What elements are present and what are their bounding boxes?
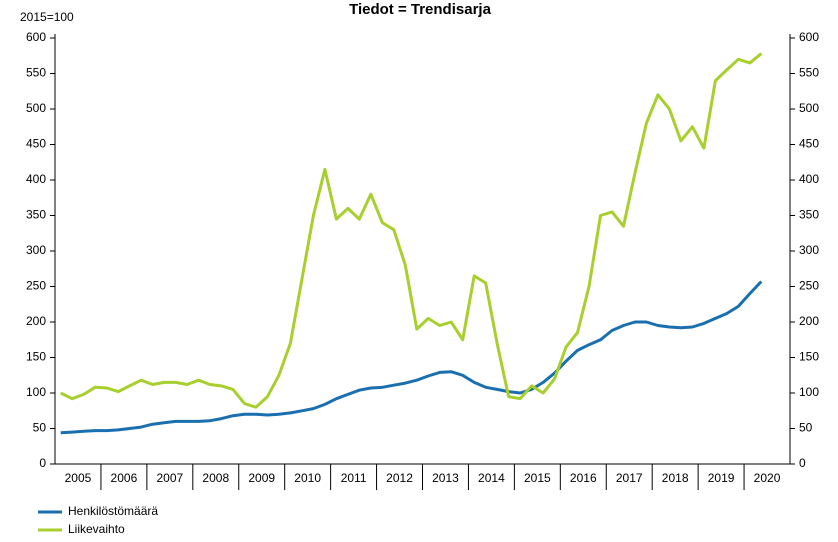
y-tick-label: 100 <box>26 385 46 399</box>
series-line <box>60 280 763 435</box>
y2-tick-label: 200 <box>799 314 819 328</box>
y-tick-label: 250 <box>26 279 46 293</box>
x-tick-label: 2012 <box>386 471 413 485</box>
y-tick-label: 400 <box>26 172 46 186</box>
x-tick-label: 2020 <box>754 471 781 485</box>
y-tick-label: 300 <box>26 243 46 257</box>
x-tick-label: 2008 <box>202 471 229 485</box>
series-line <box>60 52 763 409</box>
x-tick-label: 2015 <box>524 471 551 485</box>
unit-label: 2015=100 <box>20 10 74 24</box>
y2-tick-label: 250 <box>799 279 819 293</box>
x-tick-label: 2009 <box>248 471 275 485</box>
y-tick-label: 350 <box>26 208 46 222</box>
x-tick-label: 2011 <box>341 471 367 485</box>
chart-title: Tiedot = Trendisarja <box>349 1 492 18</box>
y-tick-label: 600 <box>26 30 46 44</box>
y-tick-label: 150 <box>26 350 46 364</box>
y2-tick-label: 50 <box>799 421 813 435</box>
y-tick-label: 0 <box>39 456 46 470</box>
y2-tick-label: 400 <box>799 172 819 186</box>
y2-tick-label: 550 <box>799 66 819 80</box>
y-tick-label: 450 <box>26 137 46 151</box>
legend-label: Liikevaihto <box>68 522 125 536</box>
x-tick-label: 2005 <box>65 471 92 485</box>
x-tick-label: 2007 <box>156 471 183 485</box>
x-tick-label: 2013 <box>432 471 459 485</box>
x-tick-label: 2006 <box>111 471 138 485</box>
y2-tick-label: 600 <box>799 30 819 44</box>
y2-tick-label: 350 <box>799 208 819 222</box>
x-tick-label: 2014 <box>478 471 505 485</box>
y2-tick-label: 150 <box>799 350 819 364</box>
y-tick-label: 500 <box>26 101 46 115</box>
y2-tick-label: 0 <box>799 456 806 470</box>
y2-tick-label: 450 <box>799 137 819 151</box>
x-tick-label: 2016 <box>570 471 597 485</box>
x-tick-label: 2010 <box>294 471 321 485</box>
x-tick-label: 2017 <box>616 471 643 485</box>
legend-label: Henkilöstömäärä <box>68 504 158 518</box>
y2-tick-label: 100 <box>799 385 819 399</box>
y-tick-label: 200 <box>26 314 46 328</box>
y-tick-label: 50 <box>33 421 47 435</box>
y2-tick-label: 500 <box>799 101 819 115</box>
x-tick-label: 2018 <box>662 471 689 485</box>
x-tick-label: 2019 <box>708 471 735 485</box>
y-tick-label: 550 <box>26 66 46 80</box>
y2-tick-label: 300 <box>799 243 819 257</box>
